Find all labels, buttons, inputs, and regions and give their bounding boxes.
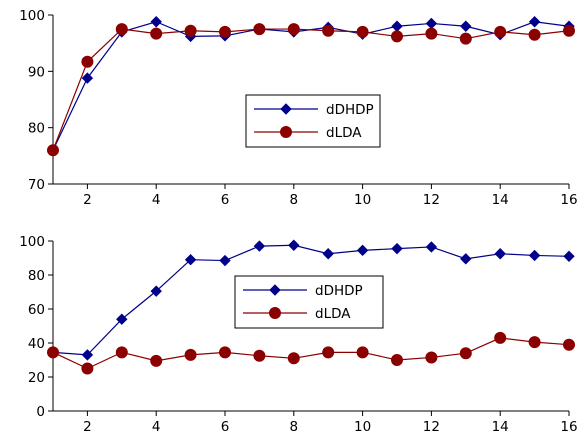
data-point-dlda — [356, 346, 369, 359]
series-line-dlda — [52, 28, 570, 151]
legend-label-dlda: dLDA — [326, 125, 362, 141]
data-point-ddhdp — [322, 248, 334, 260]
data-point-ddhdp — [184, 253, 197, 266]
data-point-dlda — [219, 25, 231, 38]
data-point-ddhdp — [288, 239, 300, 251]
legend-label-ddhdp: dDHDP — [326, 102, 374, 118]
y-tick-label: 80 — [28, 268, 45, 284]
chart-panel-bottom: 0 20 40 60 80 100 2 4 6 8 10 12 14 16 dDHDP dLDA — [19, 234, 577, 435]
data-point-ddhdp — [81, 72, 94, 84]
x-tick-label: 12 — [423, 192, 440, 208]
legend-label-ddhdp: dDHDP — [315, 283, 363, 299]
y-tick-label: 60 — [28, 302, 45, 318]
x-tick-label: 6 — [221, 192, 230, 208]
legend: dDHDP dLDA — [234, 275, 384, 329]
data-point-ddhdp — [528, 249, 541, 262]
legend-marker-dlda — [269, 307, 281, 319]
data-point-dlda — [356, 25, 369, 38]
data-point-dlda — [391, 30, 403, 43]
data-point-dlda — [494, 331, 507, 344]
data-point-ddhdp — [150, 16, 162, 28]
data-point-dlda — [150, 354, 163, 367]
x-tick-label: 10 — [354, 419, 371, 435]
data-point-ddhdp — [425, 17, 438, 30]
series-line-ddhdp — [52, 244, 570, 356]
data-point-dlda — [253, 349, 266, 362]
y-tick-label: 70 — [28, 177, 45, 193]
data-point-dlda — [184, 24, 197, 37]
data-point-dlda — [47, 144, 59, 157]
data-point-dlda — [322, 346, 335, 359]
data-point-dlda — [459, 347, 472, 360]
data-point-ddhdp — [460, 20, 472, 32]
data-point-ddhdp — [356, 244, 369, 257]
x-tick-label: 6 — [221, 419, 230, 435]
data-point-ddhdp — [150, 285, 162, 297]
data-point-dlda — [528, 336, 541, 349]
data-point-dlda — [81, 362, 94, 375]
data-point-ddhdp — [528, 16, 541, 28]
data-point-dlda — [528, 28, 541, 41]
data-point-ddhdp — [81, 349, 94, 361]
x-tick-label: 4 — [152, 419, 161, 435]
legend-marker-ddhdp — [280, 103, 292, 115]
legend: dDHDP dLDA — [245, 94, 381, 148]
y-tick-label: 20 — [28, 370, 45, 386]
y-tick-label: 100 — [19, 8, 45, 24]
y-tick-label: 100 — [19, 234, 45, 250]
x-tick-label: 14 — [492, 419, 509, 435]
x-tick-label: 16 — [560, 419, 577, 435]
y-tick-label: 40 — [28, 336, 45, 352]
data-point-dlda — [115, 23, 128, 36]
data-point-dlda — [253, 23, 266, 36]
data-point-dlda — [219, 346, 231, 359]
data-point-ddhdp — [563, 250, 575, 263]
legend-box — [234, 275, 384, 329]
chart-panel-top: 70 80 90 100 2 4 6 8 10 12 14 16 dDHDP dLDA — [19, 8, 577, 208]
data-point-ddhdp — [460, 253, 472, 265]
data-point-ddhdp — [391, 20, 403, 32]
legend-marker-ddhdp — [269, 284, 281, 296]
data-point-dlda — [287, 352, 300, 365]
x-tick-label: 16 — [560, 192, 577, 208]
legend-box — [245, 94, 381, 148]
x-tick-label: 4 — [152, 192, 161, 208]
x-tick-label: 2 — [83, 419, 92, 435]
data-point-dlda — [563, 338, 575, 351]
data-point-dlda — [563, 24, 575, 37]
data-point-ddhdp — [219, 254, 231, 267]
x-tick-label: 2 — [83, 192, 92, 208]
x-tick-label: 12 — [423, 419, 440, 435]
data-point-ddhdp — [425, 241, 438, 253]
data-point-dlda — [150, 27, 163, 40]
legend-marker-dlda — [280, 126, 292, 138]
data-point-dlda — [287, 23, 300, 36]
x-tick-label: 8 — [290, 419, 299, 435]
x-tick-label: 10 — [354, 192, 371, 208]
data-point-dlda — [425, 351, 438, 364]
legend-label-dlda: dLDA — [315, 306, 351, 322]
data-point-ddhdp — [391, 242, 403, 255]
y-tick-label: 80 — [28, 121, 45, 137]
data-point-ddhdp — [494, 248, 506, 260]
data-point-dlda — [494, 25, 507, 38]
data-point-dlda — [322, 24, 335, 37]
x-tick-label: 8 — [290, 192, 299, 208]
y-tick-label: 90 — [28, 64, 45, 80]
data-point-dlda — [391, 354, 403, 366]
data-point-dlda — [115, 346, 128, 359]
data-point-dlda — [81, 55, 94, 68]
data-point-dlda — [47, 346, 59, 359]
data-point-ddhdp — [253, 240, 266, 252]
x-tick-label: 14 — [492, 192, 509, 208]
series-line-dlda — [52, 337, 570, 370]
data-point-dlda — [425, 27, 438, 40]
data-point-dlda — [184, 348, 197, 361]
y-tick-label: 0 — [36, 404, 45, 420]
data-point-dlda — [459, 32, 472, 45]
data-point-ddhdp — [116, 313, 128, 325]
